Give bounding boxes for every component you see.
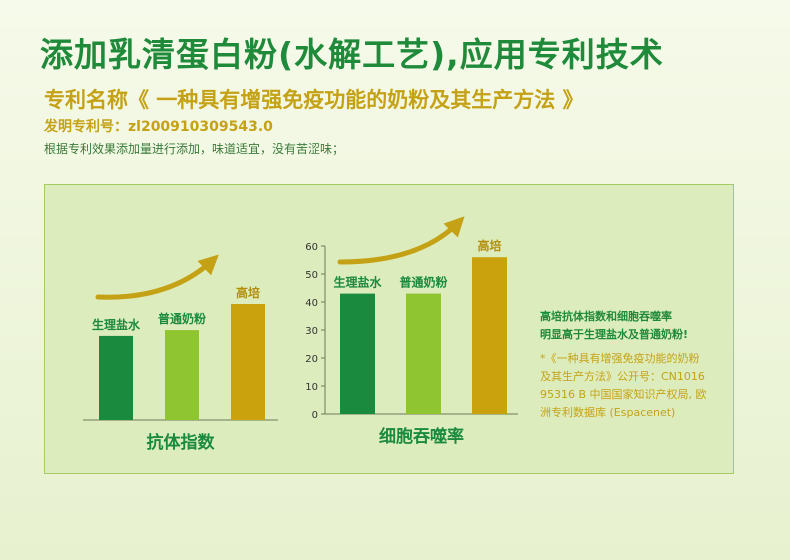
y-tick-label: 30 [305, 326, 318, 337]
side-notes: 高培抗体指数和细胞吞噬率 明显高于生理盐水及普通奶粉! *《一种具有增强免疫功能… [540, 308, 730, 422]
bar [231, 304, 265, 420]
citation-line-1: *《一种具有增强免疫功能的奶粉 [540, 352, 700, 365]
patent-number: 发明专利号：zl200910309543.0 [44, 119, 273, 135]
bar-category-label: 高培 [236, 285, 260, 300]
y-tick-label: 0 [312, 410, 318, 421]
citation-line-4: 洲专利数据库 (Espacenet) [540, 406, 676, 419]
bar [340, 293, 375, 414]
bar-category-label: 普通奶粉 [399, 275, 447, 290]
side-highlight-line-2: 明显高于生理盐水及普通奶粉! [540, 328, 689, 341]
y-tick-label: 50 [305, 270, 318, 281]
y-tick-label: 10 [305, 382, 318, 393]
taste-note: 根据专利效果添加量进行添加，味道适宜，没有苦涩味； [44, 142, 345, 156]
citation-line-3: 95316 B 中国国家知识产权局, 欧 [540, 388, 707, 401]
bar-category-label: 普通奶粉 [158, 311, 206, 326]
patent-name: 专利名称《 一种具有增强免疫功能的奶粉及其生产方法 》 [44, 88, 584, 112]
side-citation: *《一种具有增强免疫功能的奶粉 及其生产方法》公开号：CN1016 95316 … [540, 350, 730, 422]
bar [406, 293, 441, 414]
bar [165, 330, 199, 420]
bar-category-label: 生理盐水 [333, 275, 382, 290]
citation-line-2: 及其生产方法》公开号：CN1016 [540, 370, 705, 383]
bar-category-label: 生理盐水 [92, 317, 141, 332]
y-tick-label: 60 [305, 242, 318, 253]
trend-arrow [95, 254, 219, 300]
side-highlight-line-1: 高培抗体指数和细胞吞噬率 [540, 310, 672, 323]
page-title: 添加乳清蛋白粉(水解工艺),应用专利技术 [40, 35, 664, 74]
bar-category-label: 高培 [477, 238, 501, 253]
bar [472, 257, 507, 414]
chart-panel [44, 184, 734, 474]
y-tick-label: 40 [305, 298, 318, 309]
x-axis-label: 细胞吞噬率 [379, 426, 464, 447]
trend-arrow [337, 216, 465, 265]
antibody-index-chart: 生理盐水 普通奶粉 高培抗体指数 [83, 254, 278, 453]
y-tick-label: 20 [305, 354, 318, 365]
bar [99, 335, 133, 420]
x-axis-label: 抗体指数 [147, 432, 216, 453]
